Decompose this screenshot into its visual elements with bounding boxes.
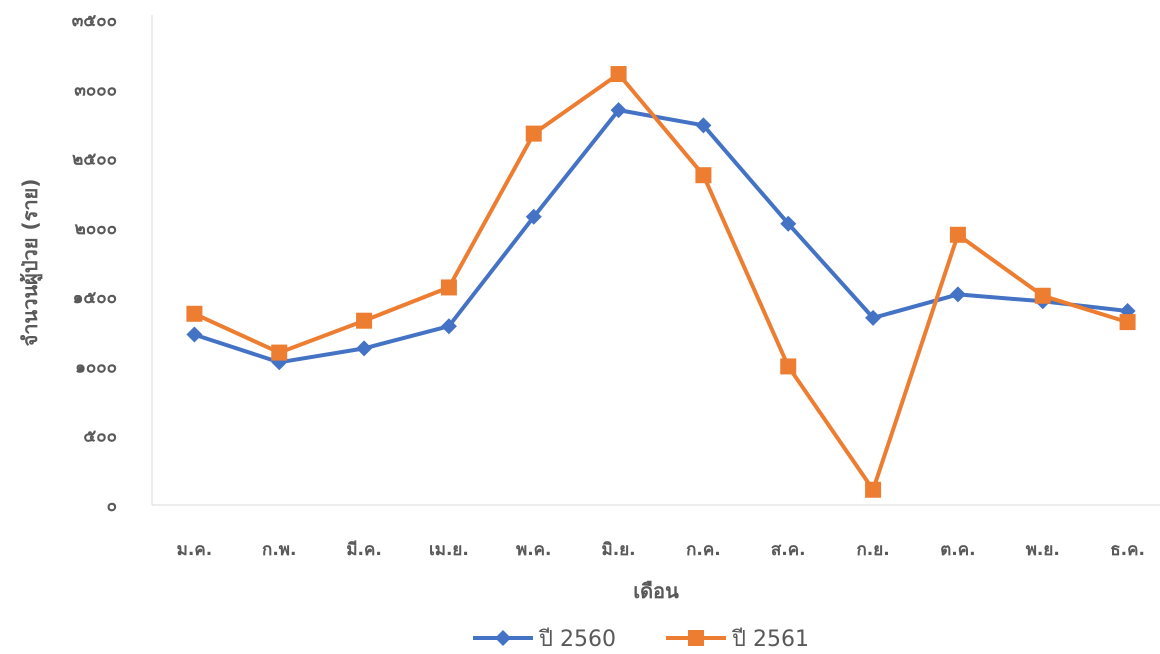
x-tick-label: ธ.ค. xyxy=(1110,540,1145,560)
series-line xyxy=(193,108,1128,365)
x-tick-label: มี.ค. xyxy=(346,539,382,560)
x-tick-label: ม.ค. xyxy=(177,540,213,560)
legend-label: ปี 2560 xyxy=(538,627,616,652)
data-point xyxy=(780,358,797,375)
x-tick-label: ส.ค. xyxy=(771,540,806,560)
data-point xyxy=(440,279,457,296)
legend-marker xyxy=(495,630,511,646)
data-point xyxy=(186,305,203,322)
series-2 xyxy=(186,66,1136,498)
y-tick-label: ๕๐๐ xyxy=(83,427,117,447)
y-tick-label: ๒๐๐๐ xyxy=(75,219,117,239)
data-point xyxy=(440,318,457,335)
legend-item: ปี 2560 xyxy=(473,627,616,652)
x-tick-label: ก.ค. xyxy=(686,540,721,560)
y-axis-title: จำนวนผู้ป่วย (ราย) xyxy=(18,179,44,347)
data-point xyxy=(525,208,542,225)
data-point xyxy=(356,340,373,357)
data-point xyxy=(525,125,542,142)
data-point xyxy=(949,226,966,243)
data-point xyxy=(695,167,712,184)
series-layer xyxy=(186,66,1136,498)
legend-item: ปี 2561 xyxy=(666,627,809,652)
data-point xyxy=(610,66,627,83)
y-tick-label: ๐ xyxy=(107,496,117,516)
x-tick-label: มิ.ย. xyxy=(602,540,636,560)
series-line xyxy=(193,72,1129,492)
data-point xyxy=(1119,314,1136,331)
data-point xyxy=(1034,287,1051,304)
series-1 xyxy=(186,102,1136,371)
x-axis-title: เดือน xyxy=(633,579,679,603)
data-point xyxy=(186,326,203,343)
data-point xyxy=(865,481,882,498)
data-point xyxy=(780,215,797,232)
data-point xyxy=(271,344,288,361)
x-tick-label: ก.พ. xyxy=(262,540,296,560)
y-tick-label: ๒๕๐๐ xyxy=(72,150,117,170)
data-point xyxy=(695,117,712,134)
y-axis-ticks: ๐ ๕๐๐ ๑๐๐๐ ๑๕๐๐ ๒๐๐๐ ๒๕๐๐ ๓๐๐๐ ๓๕๐๐ xyxy=(72,11,117,516)
x-tick-label: พ.ค. xyxy=(516,540,552,560)
legend-label: ปี 2561 xyxy=(731,627,809,652)
x-tick-label: ต.ค. xyxy=(940,540,975,560)
x-tick-label: พ.ย. xyxy=(1026,540,1060,560)
y-tick-label: ๓๕๐๐ xyxy=(72,11,117,31)
data-point xyxy=(356,312,373,329)
y-tick-label: ๑๕๐๐ xyxy=(73,288,117,308)
y-tick-label: ๑๐๐๐ xyxy=(75,357,117,377)
legend-marker xyxy=(688,630,704,646)
y-tick-label: ๓๐๐๐ xyxy=(74,80,117,100)
data-point xyxy=(949,286,966,303)
x-tick-label: เม.ย. xyxy=(429,540,469,560)
x-axis-ticks: ม.ค. ก.พ. มี.ค. เม.ย. พ.ค. มิ.ย. ก.ค. ส.ค. ก.ย. ต… xyxy=(177,539,1145,560)
data-point xyxy=(610,102,627,119)
data-point xyxy=(865,309,882,326)
x-tick-label: ก.ย. xyxy=(856,540,889,560)
legend: ปี 2560 ปี 2561 xyxy=(473,627,809,652)
